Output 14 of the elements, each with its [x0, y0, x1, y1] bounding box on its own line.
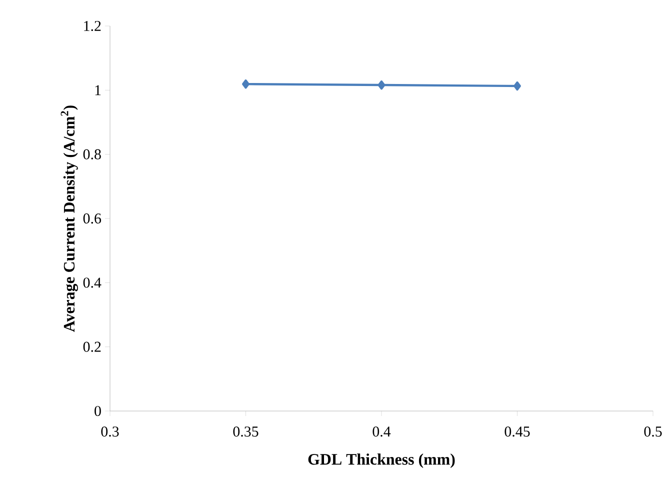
y-tick-label: 1.2 — [84, 20, 101, 32]
y-tick-label: 0.8 — [83, 149, 101, 160]
x-tick-label: 0.5 — [644, 426, 662, 437]
y-tick-label: 0 — [94, 406, 101, 416]
x-tick-label: 0.3 — [101, 426, 119, 437]
y-tick-label: 0.4 — [83, 278, 102, 288]
x-axis-title: GDL Thickness (mm) — [308, 454, 455, 468]
y-axis-title: Average Current Density (A/cm$^{2}$) — [60, 106, 78, 332]
y-tick-label: 0.6 — [83, 213, 102, 224]
x-tick-label: 0.35 — [233, 426, 258, 437]
x-tick-label: 0.45 — [504, 426, 530, 437]
x-tick-label: 0.4 — [372, 426, 391, 437]
y-tick-label: 0.2 — [83, 342, 101, 352]
y-tick-label: 1 — [95, 85, 101, 96]
